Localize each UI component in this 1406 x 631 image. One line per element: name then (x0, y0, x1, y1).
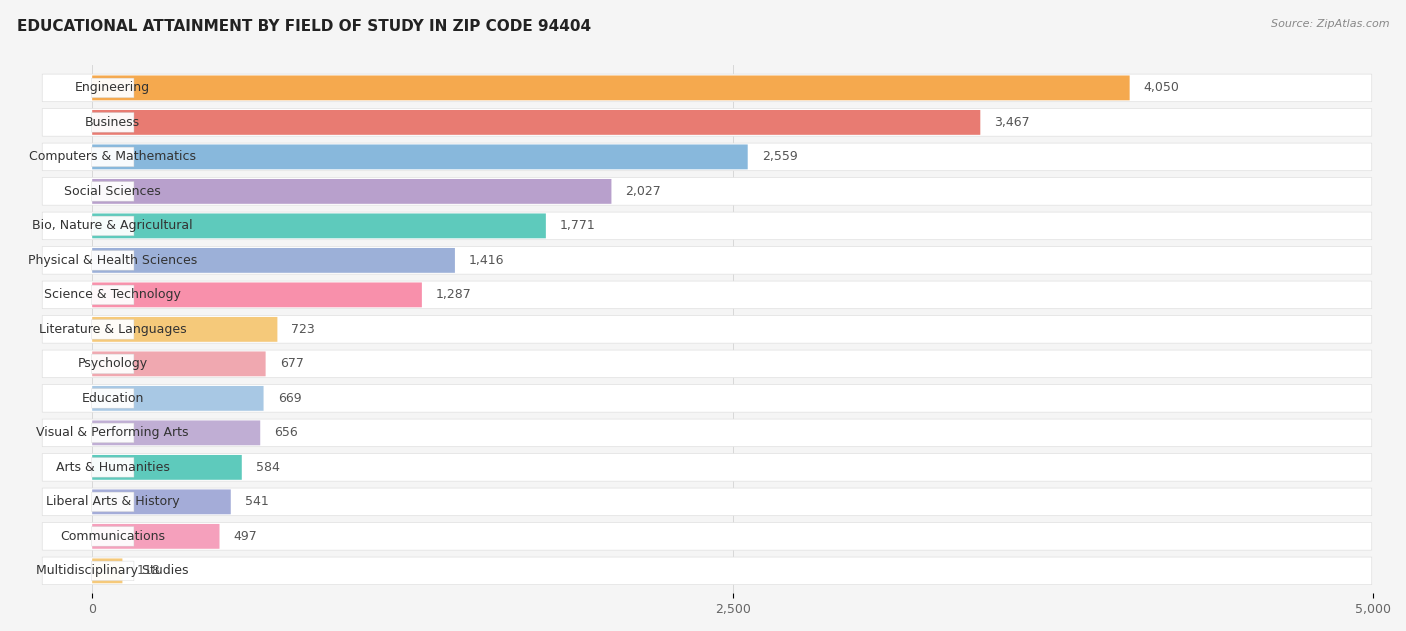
FancyBboxPatch shape (91, 423, 134, 442)
Text: Visual & Performing Arts: Visual & Performing Arts (37, 427, 188, 439)
Text: Business: Business (86, 116, 141, 129)
FancyBboxPatch shape (42, 488, 1372, 516)
Text: Social Sciences: Social Sciences (65, 185, 162, 198)
FancyBboxPatch shape (91, 354, 134, 374)
Text: 1,287: 1,287 (436, 288, 471, 302)
FancyBboxPatch shape (42, 522, 1372, 550)
FancyBboxPatch shape (91, 113, 134, 132)
FancyBboxPatch shape (93, 317, 277, 342)
FancyBboxPatch shape (93, 110, 980, 135)
FancyBboxPatch shape (42, 281, 1372, 309)
FancyBboxPatch shape (93, 283, 422, 307)
FancyBboxPatch shape (93, 524, 219, 549)
Text: 723: 723 (291, 323, 315, 336)
Text: Arts & Humanities: Arts & Humanities (56, 461, 170, 474)
Text: 584: 584 (256, 461, 280, 474)
Text: 2,559: 2,559 (762, 150, 797, 163)
FancyBboxPatch shape (42, 109, 1372, 136)
Text: 669: 669 (277, 392, 301, 405)
FancyBboxPatch shape (91, 251, 134, 270)
Text: 4,050: 4,050 (1143, 81, 1180, 95)
Text: Liberal Arts & History: Liberal Arts & History (46, 495, 180, 509)
FancyBboxPatch shape (91, 182, 134, 201)
FancyBboxPatch shape (42, 454, 1372, 481)
Text: Bio, Nature & Agricultural: Bio, Nature & Agricultural (32, 220, 193, 232)
FancyBboxPatch shape (91, 457, 134, 477)
Text: Computers & Mathematics: Computers & Mathematics (30, 150, 197, 163)
FancyBboxPatch shape (91, 389, 134, 408)
FancyBboxPatch shape (42, 350, 1372, 378)
Text: 2,027: 2,027 (626, 185, 661, 198)
Text: 656: 656 (274, 427, 298, 439)
FancyBboxPatch shape (91, 527, 134, 546)
FancyBboxPatch shape (42, 212, 1372, 240)
FancyBboxPatch shape (93, 351, 266, 376)
Text: 3,467: 3,467 (994, 116, 1031, 129)
Text: Science & Technology: Science & Technology (44, 288, 181, 302)
FancyBboxPatch shape (42, 419, 1372, 447)
FancyBboxPatch shape (91, 147, 134, 167)
FancyBboxPatch shape (93, 455, 242, 480)
FancyBboxPatch shape (42, 316, 1372, 343)
FancyBboxPatch shape (93, 490, 231, 514)
FancyBboxPatch shape (91, 320, 134, 339)
FancyBboxPatch shape (93, 213, 546, 239)
FancyBboxPatch shape (42, 143, 1372, 171)
FancyBboxPatch shape (91, 216, 134, 235)
FancyBboxPatch shape (93, 76, 1129, 100)
Text: Psychology: Psychology (77, 357, 148, 370)
FancyBboxPatch shape (42, 177, 1372, 205)
Text: 1,771: 1,771 (560, 220, 596, 232)
Text: 118: 118 (136, 564, 160, 577)
FancyBboxPatch shape (42, 74, 1372, 102)
Text: Engineering: Engineering (75, 81, 150, 95)
FancyBboxPatch shape (42, 247, 1372, 274)
FancyBboxPatch shape (93, 558, 122, 583)
Text: Physical & Health Sciences: Physical & Health Sciences (28, 254, 197, 267)
Text: Multidisciplinary Studies: Multidisciplinary Studies (37, 564, 188, 577)
FancyBboxPatch shape (91, 561, 134, 581)
Text: 541: 541 (245, 495, 269, 509)
Text: 677: 677 (280, 357, 304, 370)
Text: Education: Education (82, 392, 143, 405)
Text: 1,416: 1,416 (470, 254, 505, 267)
FancyBboxPatch shape (93, 248, 456, 273)
Text: EDUCATIONAL ATTAINMENT BY FIELD OF STUDY IN ZIP CODE 94404: EDUCATIONAL ATTAINMENT BY FIELD OF STUDY… (17, 19, 591, 34)
FancyBboxPatch shape (91, 492, 134, 512)
FancyBboxPatch shape (93, 420, 260, 445)
FancyBboxPatch shape (93, 386, 263, 411)
Text: Source: ZipAtlas.com: Source: ZipAtlas.com (1271, 19, 1389, 29)
FancyBboxPatch shape (91, 78, 134, 98)
FancyBboxPatch shape (93, 144, 748, 169)
FancyBboxPatch shape (42, 384, 1372, 412)
FancyBboxPatch shape (93, 179, 612, 204)
Text: Communications: Communications (60, 530, 165, 543)
FancyBboxPatch shape (42, 557, 1372, 585)
Text: 497: 497 (233, 530, 257, 543)
FancyBboxPatch shape (91, 285, 134, 305)
Text: Literature & Languages: Literature & Languages (39, 323, 187, 336)
